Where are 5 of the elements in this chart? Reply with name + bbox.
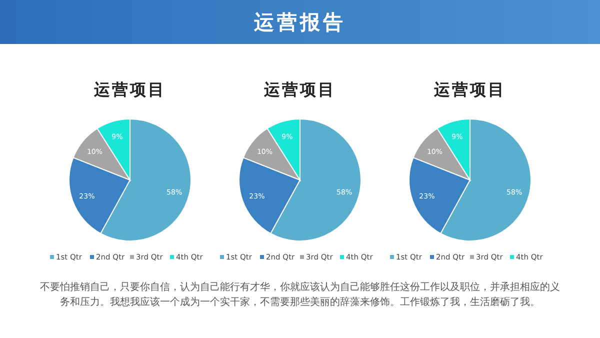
- text: 不要怕推销自己，只要你自信，认为自己能行有才华，你就应该认为自己能够胜任这份工作以及职位，并承担相应的义务和压力。我想我应该一个成为一个实干家，不需要那些美丽的辞藻来修饰。工作锻炼了我，生活磨砺了我。: [40, 280, 560, 310]
- chart-title: 运营项目: [263, 80, 336, 99]
- text: 运营报告: [0, 0, 600, 44]
- chart-title: 运营项目: [93, 80, 166, 99]
- chart-title: 运营项目: [433, 80, 506, 99]
